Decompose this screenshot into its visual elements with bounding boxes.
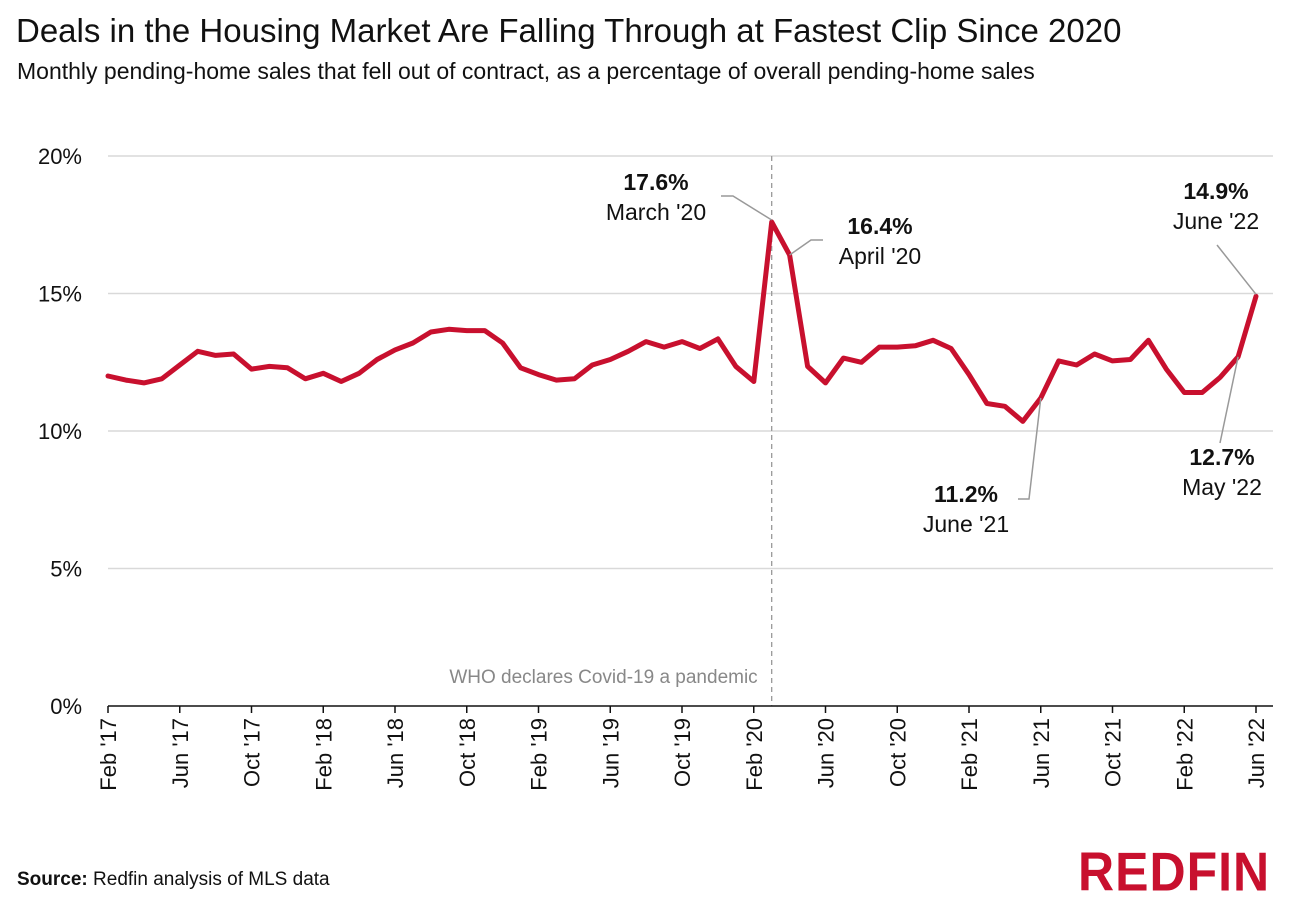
- y-tick-label: 15%: [38, 282, 82, 307]
- x-tick-label: Oct '21: [1101, 718, 1126, 787]
- annotation-leader: [1216, 244, 1257, 295]
- annotation-value: 16.4%: [847, 213, 912, 239]
- x-tick-label: Oct '17: [240, 718, 265, 787]
- event-marker: WHO declares Covid-19 a pandemic: [449, 156, 773, 706]
- annotation-leader: [789, 239, 823, 256]
- x-tick-label: Jun '21: [1029, 718, 1054, 788]
- x-axis: Feb '17 Jun '17 Oct '17 Feb '18 Jun '18 Oct '…: [96, 705, 1273, 791]
- source-note: Source: Redfin analysis of MLS data: [17, 869, 330, 891]
- source-label: Source:: [17, 869, 88, 890]
- series-line-group: [105, 219, 1259, 424]
- x-tick-label: Oct '18: [455, 718, 480, 787]
- y-tick-label: 0%: [50, 694, 82, 719]
- annotation-leader: [1219, 356, 1239, 444]
- x-tick-label: Jun '19: [598, 718, 623, 788]
- annotation-date: March '20: [606, 199, 706, 225]
- annotation-leader: [1018, 397, 1042, 500]
- annotation-date: May '22: [1182, 474, 1262, 500]
- x-tick-label: Oct '19: [670, 718, 695, 787]
- annotation-value: 12.7%: [1189, 444, 1254, 470]
- x-tick-label: Feb '19: [527, 718, 552, 791]
- grid-lines: [108, 155, 1273, 570]
- annotations: 17.6% March '20 16.4% April '20 11.2% June '2…: [606, 169, 1262, 537]
- y-tick-label: 10%: [38, 419, 82, 444]
- chart-title: Deals in the Housing Market Are Falling …: [16, 12, 1122, 49]
- annotation-date: June '22: [1173, 208, 1259, 234]
- x-tick-label: Feb '20: [742, 718, 767, 791]
- y-axis-tick-labels: 0% 5% 10% 15% 20%: [38, 144, 82, 719]
- annotation-leader: [721, 195, 773, 221]
- annotation-date: April '20: [839, 243, 921, 269]
- x-tick-label: Jun '22: [1244, 718, 1269, 788]
- source-text: Redfin analysis of MLS data: [93, 869, 330, 890]
- y-tick-label: 5%: [50, 557, 82, 582]
- redfin-logo: REDFIN: [1078, 841, 1271, 903]
- x-tick-label: Jun '18: [383, 718, 408, 788]
- x-tick-label: Oct '20: [885, 718, 910, 787]
- annotation-value: 11.2%: [934, 481, 998, 507]
- x-tick-label: Feb '21: [957, 718, 982, 791]
- annotation-value: 14.9%: [1183, 178, 1248, 204]
- x-tick-label: Jun '20: [814, 718, 839, 788]
- annotation-date: June '21: [923, 511, 1009, 537]
- x-tick-label: Feb '22: [1172, 718, 1197, 791]
- series-line: [105, 219, 1259, 424]
- x-tick-label: Feb '17: [96, 718, 121, 791]
- x-tick-label: Jun '17: [168, 718, 193, 788]
- x-tick-label: Feb '18: [311, 718, 336, 791]
- y-tick-label: 20%: [38, 144, 82, 169]
- event-label: WHO declares Covid-19 a pandemic: [449, 667, 757, 688]
- chart-subtitle: Monthly pending-home sales that fell out…: [17, 58, 1035, 84]
- annotation-value: 17.6%: [623, 169, 688, 195]
